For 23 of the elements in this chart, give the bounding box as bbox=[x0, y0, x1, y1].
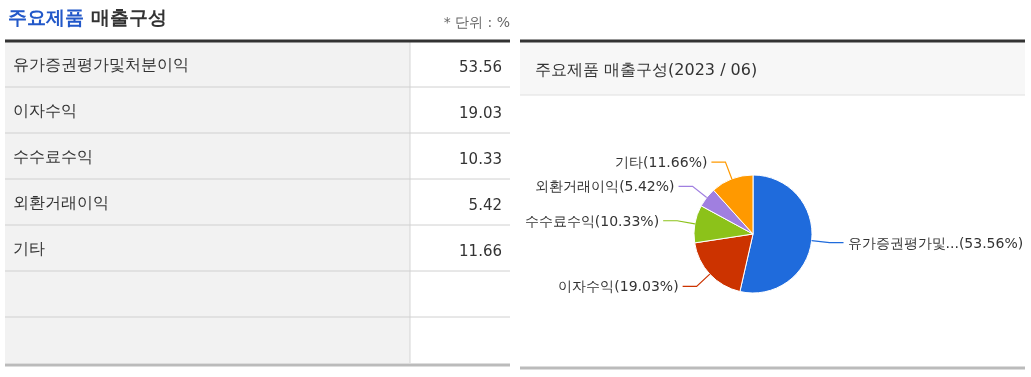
slice-label: 기타 bbox=[615, 154, 644, 171]
data-label: (19.03%) bbox=[614, 278, 679, 295]
data-label: 53.56 bbox=[459, 58, 502, 76]
data-label: 10.33 bbox=[459, 150, 502, 168]
category-label: 수수료수익 bbox=[13, 147, 93, 166]
data-label: (53.56%) bbox=[958, 234, 1024, 251]
category-label: 기타 bbox=[13, 239, 45, 258]
data-label: 19.03 bbox=[459, 104, 502, 122]
chart-title: 주요제품 매출구성(2023 / 06) bbox=[535, 60, 758, 79]
category-label: 유가증권평가및처분이익 bbox=[13, 55, 189, 74]
slice-label: 이자수익 bbox=[558, 278, 615, 295]
category-label: 외환거래이익 bbox=[13, 193, 109, 212]
text: * 단위 : % bbox=[443, 14, 510, 30]
slice-label: 외환거래이익 bbox=[535, 178, 620, 195]
data-label: (10.33%) bbox=[594, 212, 660, 229]
text: 주요제품 매출구성 bbox=[8, 6, 167, 28]
slice-label: 수수료수익 bbox=[524, 212, 595, 229]
data-label: 11.66 bbox=[459, 242, 502, 260]
data-label: 5.42 bbox=[468, 196, 502, 214]
slice-label: 유가증권평가및... bbox=[847, 234, 959, 251]
data-label: (5.42%) bbox=[619, 178, 675, 195]
data-label: (11.66%) bbox=[643, 154, 708, 171]
category-label: 이자수익 bbox=[13, 101, 77, 120]
